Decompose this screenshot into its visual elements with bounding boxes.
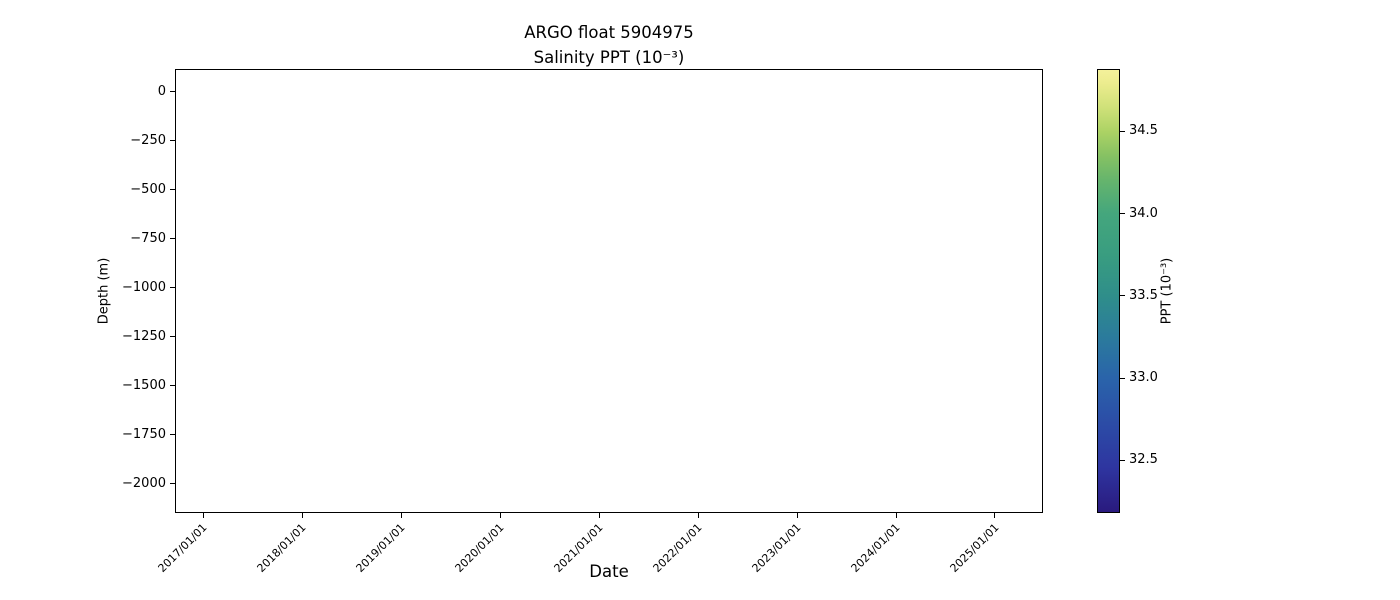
y-tick-label: −1000 — [122, 279, 166, 295]
x-tick-mark — [994, 513, 996, 518]
y-tick-label: −750 — [130, 230, 166, 246]
x-tick-mark — [499, 513, 501, 518]
colorbar-tick-label: 32.5 — [1129, 452, 1158, 468]
y-axis-label: Depth (m) — [96, 257, 112, 325]
x-tick-mark — [697, 513, 699, 518]
y-tick-mark — [170, 434, 175, 436]
chart-title: ARGO float 5904975 — [524, 23, 694, 42]
colorbar — [1097, 69, 1120, 513]
y-tick-label: 0 — [157, 83, 166, 99]
y-tick-mark — [170, 336, 175, 338]
y-tick-mark — [170, 140, 175, 142]
y-tick-label: −500 — [130, 181, 166, 197]
plot-axes — [175, 69, 1043, 513]
colorbar-tick-label: 33.5 — [1129, 287, 1158, 303]
colorbar-tick-mark — [1120, 459, 1125, 461]
x-axis-label: Date — [589, 562, 629, 581]
y-tick-label: −250 — [130, 132, 166, 148]
colorbar-gradient — [1098, 70, 1119, 512]
y-tick-label: −2000 — [122, 475, 166, 491]
colorbar-tick-mark — [1120, 377, 1125, 379]
x-tick-mark — [400, 513, 402, 518]
y-tick-mark — [170, 189, 175, 191]
chart-subtitle: Salinity PPT (10⁻³) — [533, 48, 685, 67]
colorbar-label: PPT (10⁻³) — [1159, 257, 1175, 325]
colorbar-tick-mark — [1120, 295, 1125, 297]
y-tick-label: −1750 — [122, 426, 166, 442]
x-tick-mark — [895, 513, 897, 518]
colorbar-tick-label: 34.5 — [1129, 123, 1158, 139]
x-tick-mark — [796, 513, 798, 518]
y-tick-label: −1250 — [122, 328, 166, 344]
y-tick-label: −1500 — [122, 377, 166, 393]
colorbar-tick-label: 33.0 — [1129, 370, 1158, 386]
colorbar-tick-mark — [1120, 130, 1125, 132]
colorbar-tick-label: 34.0 — [1129, 205, 1158, 221]
y-tick-mark — [170, 91, 175, 93]
y-tick-mark — [170, 238, 175, 240]
x-tick-mark — [301, 513, 303, 518]
colorbar-tick-mark — [1120, 213, 1125, 215]
y-tick-mark — [170, 483, 175, 485]
x-tick-mark — [203, 513, 204, 518]
x-tick-mark — [598, 513, 600, 518]
y-tick-mark — [170, 385, 175, 387]
chart-title-block: ARGO float 5904975 Salinity PPT (10⁻³) — [175, 20, 1043, 70]
y-tick-mark — [170, 287, 175, 289]
